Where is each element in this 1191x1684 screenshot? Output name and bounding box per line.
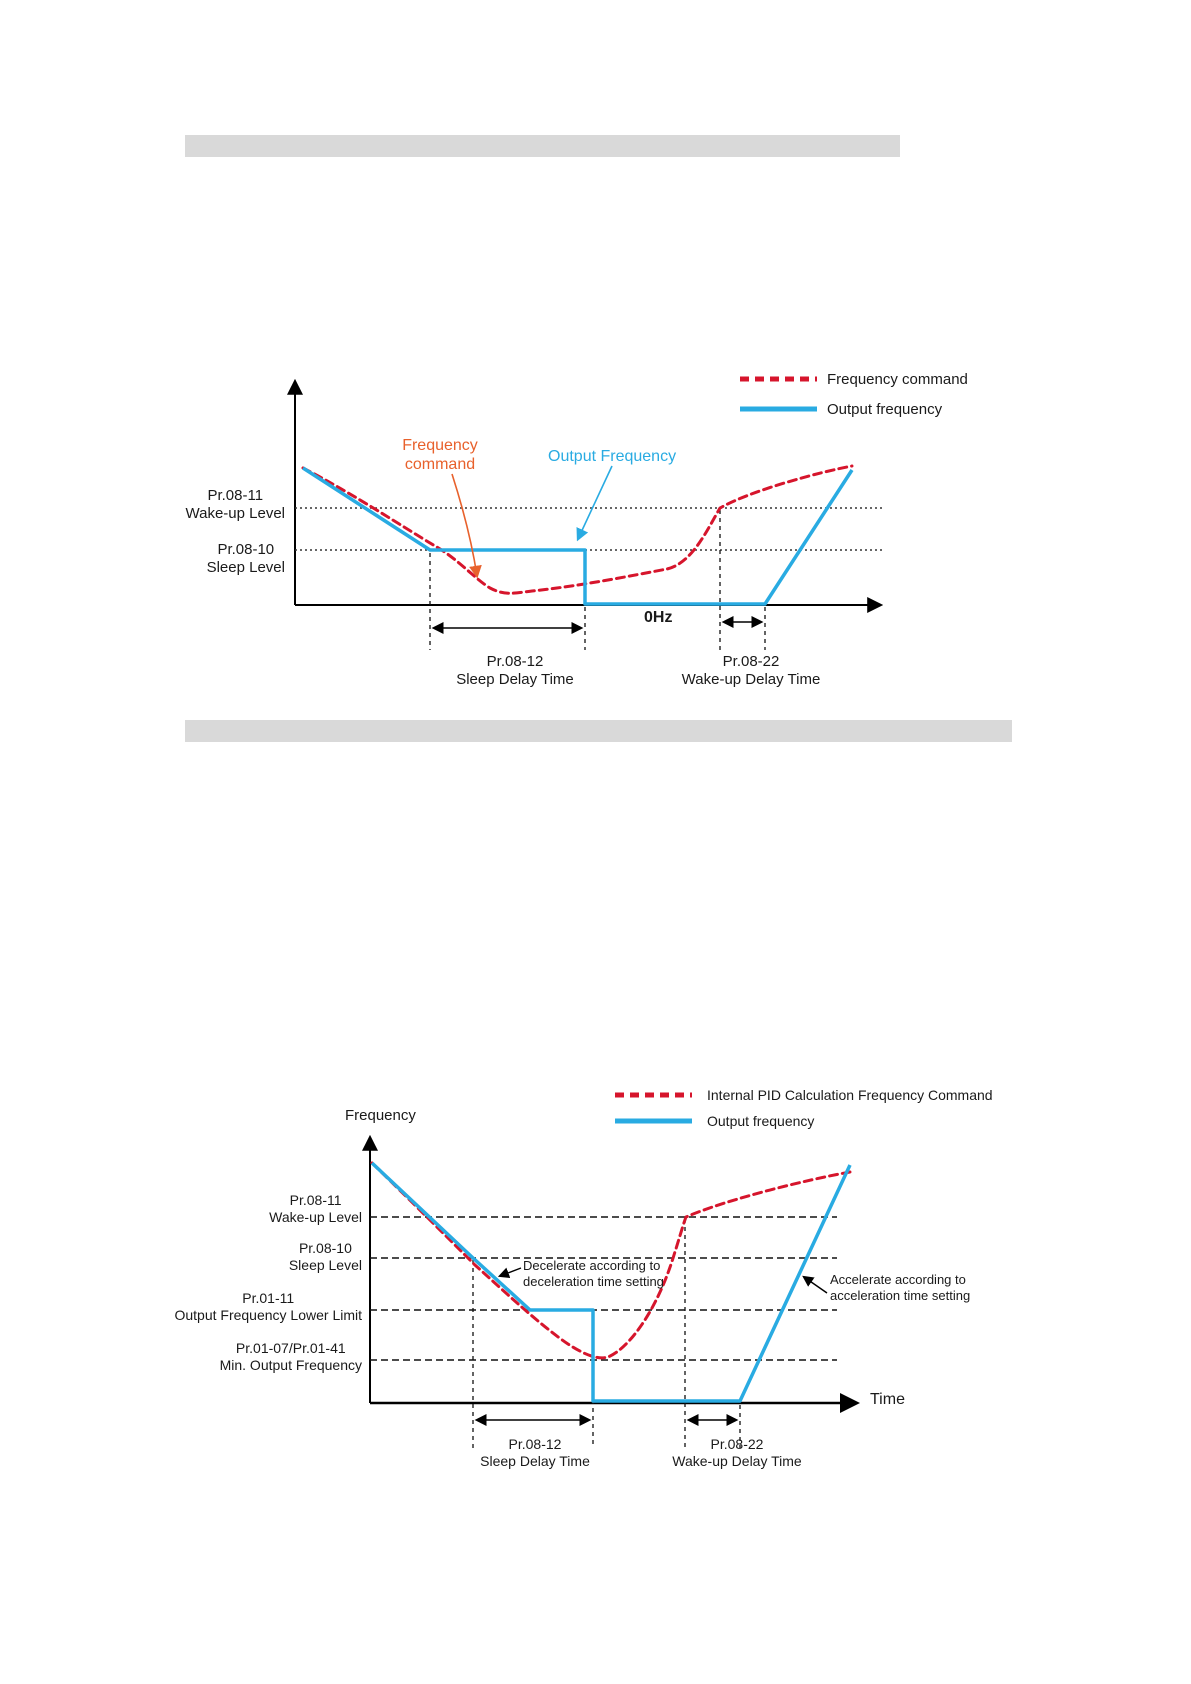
d2-lower-limit-label: Pr.01-11 Output Frequency Lower Limit: [174, 1290, 362, 1324]
d1-legend-frequency-command-label: Frequency command: [827, 371, 968, 388]
d1-wakeup-delay-label: Pr.08-22 Wake-up Delay Time: [682, 653, 821, 689]
d1-sleep-level-pr: Pr.08-10: [217, 541, 275, 558]
d2-output-frequency-curve: [370, 1161, 852, 1403]
d1-zero-hz-label: 0Hz: [644, 609, 673, 626]
d2-legend-output-frequency-label: Output frequency: [707, 1113, 815, 1129]
d2-wakeup-level-text: Wake-up Level: [269, 1208, 362, 1225]
d1-sleep-delay-text: Sleep Delay Time: [456, 671, 574, 688]
d1-output-frequency-curve: [302, 466, 854, 606]
d2-wakeup-delay-label: Pr.08-22 Wake-up Delay Time: [672, 1436, 801, 1470]
d2-sleep-level-label: Pr.08-10 Sleep Level: [289, 1240, 362, 1274]
d1-freq-cmd-annotation-line2: command: [404, 456, 476, 474]
section-heading-bar-middle: [185, 720, 1012, 742]
section-heading-bar-top: [185, 135, 900, 157]
d1-wakeup-delay-pr: Pr.08-22: [722, 653, 780, 670]
diagram2-canvas: [362, 1092, 860, 1448]
d1-output-annotation-arrow: [576, 465, 613, 542]
d2-wakeup-delay-text: Wake-up Delay Time: [672, 1452, 802, 1469]
d2-lower-limit-text: Output Frequency Lower Limit: [174, 1306, 362, 1323]
d1-sleep-delay-label: Pr.08-12 Sleep Delay Time: [456, 653, 574, 689]
d1-output-frequency-annotation: Output Frequency: [548, 448, 677, 465]
d2-decelerate-annotation: Decelerate according to deceleration tim…: [523, 1258, 664, 1289]
d1-sleep-level-label: Pr.08-10 Sleep Level: [207, 541, 285, 577]
d2-x-axis-label: Time: [870, 1391, 905, 1408]
d1-sleep-delay-pr: Pr.08-12: [486, 653, 544, 670]
d2-pid-command-curve: [370, 1161, 852, 1360]
d2-accelerate-line1: Accelerate according to: [830, 1272, 966, 1287]
d1-frequency-command-annotation: Frequency command: [402, 436, 478, 474]
d2-sleep-delay-text: Sleep Delay Time: [480, 1452, 590, 1469]
d2-wakeup-delay-pr: Pr.08-22: [710, 1436, 764, 1452]
d2-decelerate-annotation-arrow: [497, 1267, 522, 1279]
d2-wakeup-level-label: Pr.08-11 Wake-up Level: [269, 1192, 362, 1226]
d2-accelerate-annotation: Accelerate according to acceleration tim…: [830, 1272, 970, 1303]
d2-legend-pid-command-label: Internal PID Calculation Frequency Comma…: [707, 1087, 993, 1103]
d2-decelerate-line2: deceleration time setting: [523, 1273, 664, 1289]
d2-lower-limit-pr: Pr.01-11: [242, 1290, 295, 1306]
d1-legend-output-frequency-label: Output frequency: [827, 401, 943, 418]
d2-accelerate-line2: acceleration time setting: [830, 1287, 971, 1303]
d2-wakeup-level-pr: Pr.08-11: [289, 1192, 342, 1208]
d1-freq-cmd-annotation-line1: Frequency: [402, 437, 478, 454]
d2-y-axis-label: Frequency: [345, 1107, 416, 1124]
d2-accelerate-annotation-arrow: [802, 1275, 828, 1294]
d1-frequency-command-curve: [301, 464, 854, 595]
diagram1-canvas: [287, 376, 885, 650]
d2-decelerate-line1: Decelerate according to: [523, 1258, 661, 1273]
d1-sleep-level-text: Sleep Level: [206, 559, 285, 576]
d2-sleep-level-pr: Pr.08-10: [298, 1240, 352, 1256]
d2-sleep-level-text: Sleep Level: [288, 1256, 362, 1273]
d1-wakeup-level-text: Wake-up Level: [185, 505, 286, 522]
d2-sleep-delay-label: Pr.08-12 Sleep Delay Time: [480, 1436, 590, 1470]
d2-min-output-label: Pr.01-07/Pr.01-41 Min. Output Frequency: [220, 1340, 362, 1374]
d2-min-output-pr: Pr.01-07/Pr.01-41: [235, 1340, 346, 1356]
d2-min-output-text: Min. Output Frequency: [219, 1356, 362, 1373]
d2-sleep-delay-pr: Pr.08-12: [508, 1436, 562, 1452]
d1-wakeup-level-pr: Pr.08-11: [207, 487, 264, 504]
d1-command-annotation-arrow: [451, 473, 482, 579]
d1-wakeup-level-label: Pr.08-11 Wake-up Level: [186, 487, 286, 523]
d1-wakeup-delay-text: Wake-up Delay Time: [681, 671, 821, 688]
